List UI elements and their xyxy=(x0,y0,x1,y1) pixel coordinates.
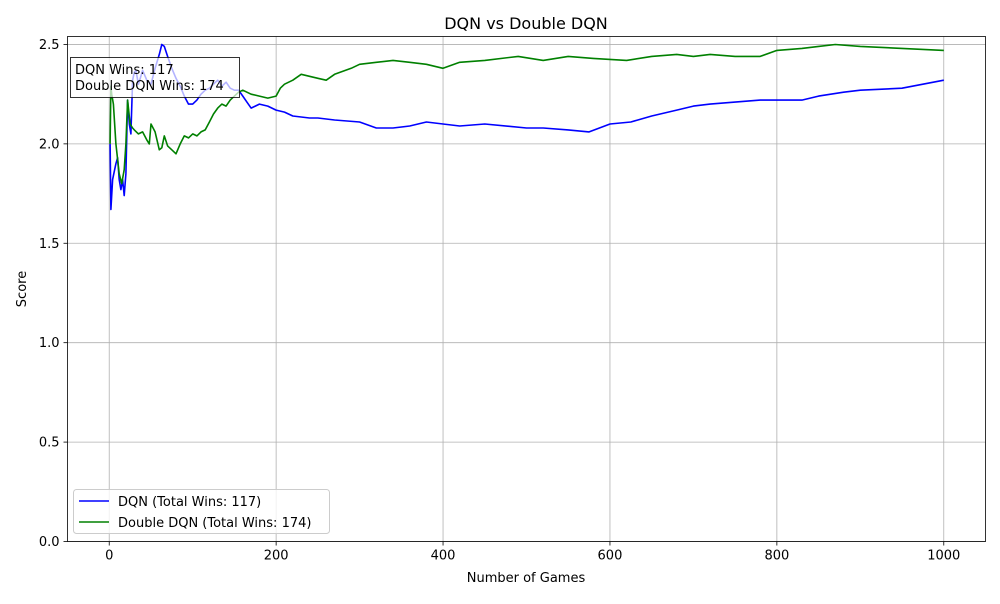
x-tick-label: 800 xyxy=(764,549,789,564)
axis-ticks: 0 200 400 600 800 1000 0.0 0.5 1.0 1.5 2.0 2.5 xyxy=(39,38,961,564)
wins-annotation: DQN Wins: 117 Double DQN Wins: 174 xyxy=(70,57,240,98)
y-axis-label: Score xyxy=(15,271,30,307)
x-tick-label: 1000 xyxy=(927,549,960,564)
x-axis-label: Number of Games xyxy=(467,571,586,586)
y-tick-label: 2.0 xyxy=(39,137,60,152)
x-tick-label: 600 xyxy=(598,549,623,564)
legend-label-ddqn: Double DQN (Total Wins: 174) xyxy=(118,516,311,531)
x-tick-label: 200 xyxy=(264,549,289,564)
x-tick-label: 0 xyxy=(105,549,113,564)
grid-lines xyxy=(67,36,986,542)
x-tick-label: 400 xyxy=(431,549,456,564)
y-tick-label: 2.5 xyxy=(39,38,60,53)
annotation-dqn-wins: DQN Wins: 117 xyxy=(75,63,174,78)
plot-frame xyxy=(67,36,986,542)
legend-box xyxy=(73,489,330,534)
y-tick-label: 0.0 xyxy=(39,535,60,550)
y-tick-label: 1.5 xyxy=(39,237,60,252)
chart-title: DQN vs Double DQN xyxy=(444,14,608,33)
legend: DQN (Total Wins: 117) Double DQN (Total … xyxy=(73,489,330,534)
y-tick-label: 0.5 xyxy=(39,436,60,451)
annotation-ddqn-wins: Double DQN Wins: 174 xyxy=(75,79,224,94)
legend-label-dqn: DQN (Total Wins: 117) xyxy=(118,495,261,510)
series-line-double-dqn xyxy=(109,43,944,185)
annotation-box xyxy=(70,57,240,98)
y-tick-label: 1.0 xyxy=(39,336,60,351)
